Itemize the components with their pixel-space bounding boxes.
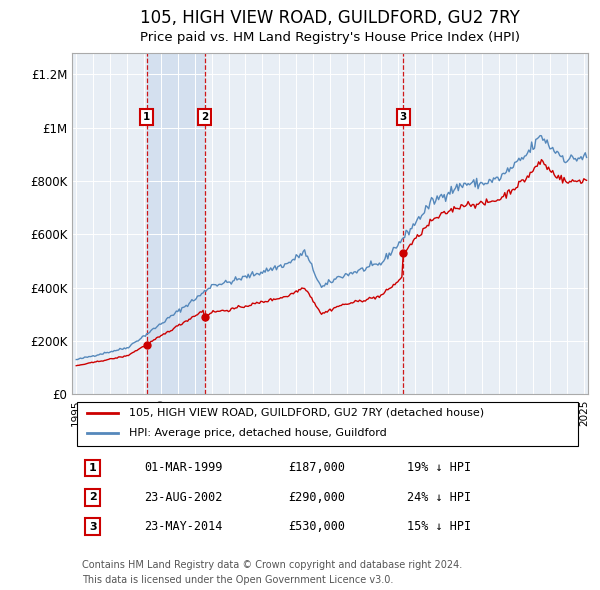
Text: £187,000: £187,000 — [289, 461, 346, 474]
Text: HPI: Average price, detached house, Guildford: HPI: Average price, detached house, Guil… — [129, 428, 386, 438]
Text: Contains HM Land Registry data © Crown copyright and database right 2024.: Contains HM Land Registry data © Crown c… — [82, 560, 463, 570]
Text: 1: 1 — [89, 463, 97, 473]
Text: 1: 1 — [143, 112, 150, 122]
Text: 3: 3 — [400, 112, 407, 122]
Bar — [146, 53, 205, 394]
Text: 23-AUG-2002: 23-AUG-2002 — [144, 491, 223, 504]
Text: 105, HIGH VIEW ROAD, GUILDFORD, GU2 7RY: 105, HIGH VIEW ROAD, GUILDFORD, GU2 7RY — [140, 8, 520, 27]
Text: 01-MAR-1999: 01-MAR-1999 — [144, 461, 223, 474]
Text: 19% ↓ HPI: 19% ↓ HPI — [407, 461, 472, 474]
Text: £530,000: £530,000 — [289, 520, 346, 533]
Text: £290,000: £290,000 — [289, 491, 346, 504]
Text: 23-MAY-2014: 23-MAY-2014 — [144, 520, 223, 533]
Text: This data is licensed under the Open Government Licence v3.0.: This data is licensed under the Open Gov… — [82, 575, 394, 585]
Text: 105, HIGH VIEW ROAD, GUILDFORD, GU2 7RY (detached house): 105, HIGH VIEW ROAD, GUILDFORD, GU2 7RY … — [129, 408, 484, 418]
Text: 15% ↓ HPI: 15% ↓ HPI — [407, 520, 472, 533]
Text: 3: 3 — [89, 522, 97, 532]
Text: Price paid vs. HM Land Registry's House Price Index (HPI): Price paid vs. HM Land Registry's House … — [140, 31, 520, 44]
Text: 24% ↓ HPI: 24% ↓ HPI — [407, 491, 472, 504]
FancyBboxPatch shape — [77, 402, 578, 446]
Text: 2: 2 — [201, 112, 208, 122]
Text: 2: 2 — [89, 492, 97, 502]
